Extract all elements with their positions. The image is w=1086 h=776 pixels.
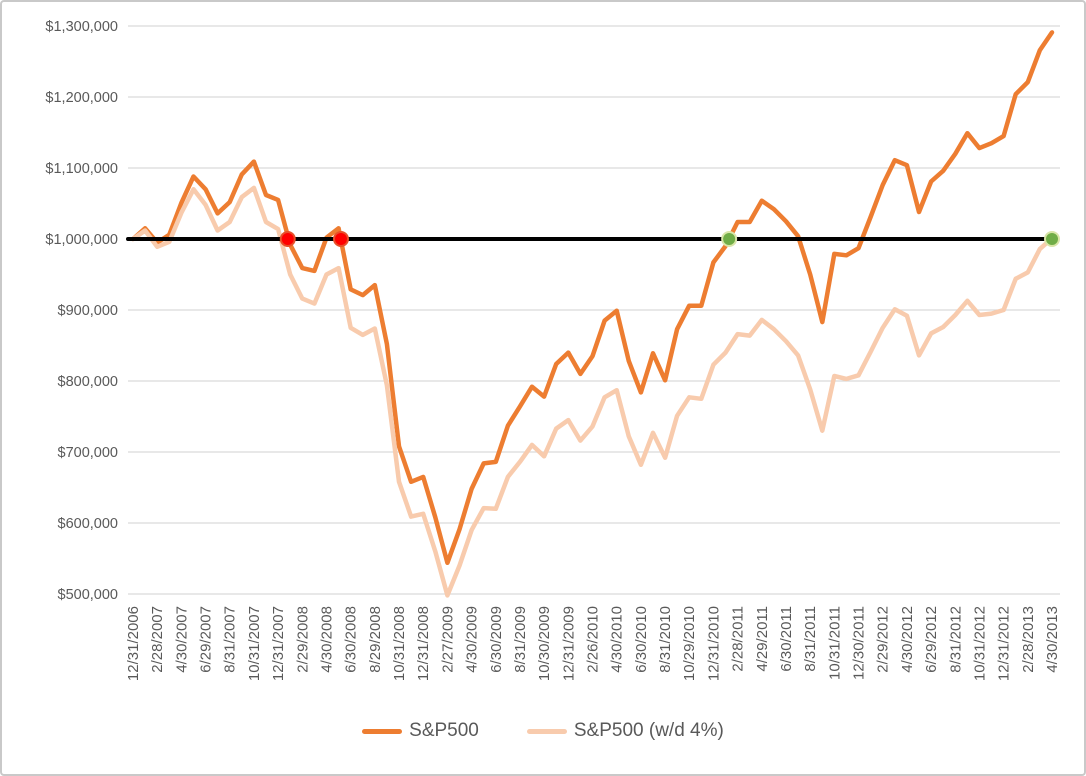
x-tick-label: 12/31/2009 — [560, 606, 577, 681]
crossing-marker-loss-crossing-1 — [279, 231, 296, 247]
x-tick-label: 10/29/2010 — [681, 606, 698, 681]
x-tick-label: 6/29/2007 — [198, 606, 215, 673]
x-tick-label: 4/29/2011 — [754, 606, 771, 672]
legend-label: S&P500 — [409, 720, 479, 741]
x-tick-label: 8/29/2008 — [367, 606, 384, 673]
series-line-sp500-wd4 — [130, 185, 1055, 598]
x-tick-label: 2/28/2013 — [1020, 606, 1037, 673]
x-tick-label: 12/31/2010 — [705, 606, 722, 681]
x-tick-label: 6/30/2010 — [633, 606, 650, 673]
x-tick-label: 4/30/2013 — [1044, 606, 1061, 673]
x-tick-label: 6/30/2011 — [778, 606, 795, 672]
x-tick-label: 10/31/2008 — [391, 606, 408, 681]
legend-item-sp500-wd4: S&P500 (w/d 4%) — [526, 720, 724, 742]
x-tick-label: 10/31/2012 — [971, 606, 988, 681]
x-tick-label: 8/31/2011 — [802, 606, 819, 672]
x-tick-label: 2/29/2012 — [875, 606, 892, 673]
y-tick-label: $500,000 — [58, 587, 118, 603]
x-tick-label: 12/31/2007 — [270, 606, 287, 681]
x-tick-label: 12/30/2011 — [851, 606, 868, 680]
x-tick-label: 4/30/2007 — [173, 606, 190, 673]
x-tick-label: 4/30/2009 — [464, 606, 481, 673]
x-tick-label: 10/30/2009 — [536, 606, 553, 681]
x-tick-label: 2/28/2007 — [149, 606, 166, 673]
y-tick-label: $800,000 — [58, 374, 118, 390]
series-line-sp500 — [130, 30, 1055, 566]
legend-swatch-icon — [362, 728, 403, 734]
y-tick-label: $1,100,000 — [45, 161, 118, 177]
x-tick-label: 2/27/2009 — [439, 606, 456, 673]
x-tick-label: 10/31/2011 — [826, 606, 843, 680]
x-tick-label: 12/31/2008 — [415, 606, 432, 681]
x-tick-label: 6/30/2009 — [488, 606, 505, 673]
y-tick-label: $700,000 — [58, 445, 118, 461]
y-tick-label: $1,200,000 — [45, 90, 118, 106]
x-tick-label: 8/31/2009 — [512, 606, 529, 673]
x-tick-label: 6/30/2008 — [343, 606, 360, 673]
crossing-marker-recovery-crossing-3 — [721, 231, 738, 247]
y-tick-label: $1,000,000 — [45, 232, 118, 248]
y-tick-label: $600,000 — [58, 516, 118, 532]
x-tick-label: 12/31/2012 — [996, 606, 1013, 681]
x-tick-label: 12/31/2006 — [125, 606, 142, 681]
x-tick-label: 8/31/2012 — [947, 606, 964, 673]
x-tick-label: 2/28/2011 — [730, 606, 747, 672]
x-tick-label: 4/30/2010 — [609, 606, 626, 673]
legend-swatch-icon — [526, 728, 567, 734]
x-tick-label: 4/30/2012 — [899, 606, 916, 673]
chart-legend: S&P500 S&P500 (w/d 4%) — [2, 720, 1084, 742]
crossing-marker-loss-crossing-2 — [332, 231, 349, 247]
x-tick-label: 10/31/2007 — [246, 606, 263, 681]
y-tick-label: $900,000 — [58, 303, 118, 319]
x-tick-label: 2/26/2010 — [585, 606, 602, 673]
x-tick-label: 2/29/2008 — [294, 606, 311, 673]
crossing-marker-recovery-crossing-4 — [1044, 231, 1060, 247]
x-tick-label: 6/29/2012 — [923, 606, 940, 673]
x-tick-label: 8/31/2010 — [657, 606, 674, 673]
x-tick-label: 8/31/2007 — [222, 606, 239, 673]
x-tick-label: 4/30/2008 — [318, 606, 335, 673]
legend-label: S&P500 (w/d 4%) — [573, 720, 724, 741]
y-tick-label: $1,300,000 — [45, 19, 118, 35]
legend-item-sp500: S&P500 — [362, 720, 479, 742]
